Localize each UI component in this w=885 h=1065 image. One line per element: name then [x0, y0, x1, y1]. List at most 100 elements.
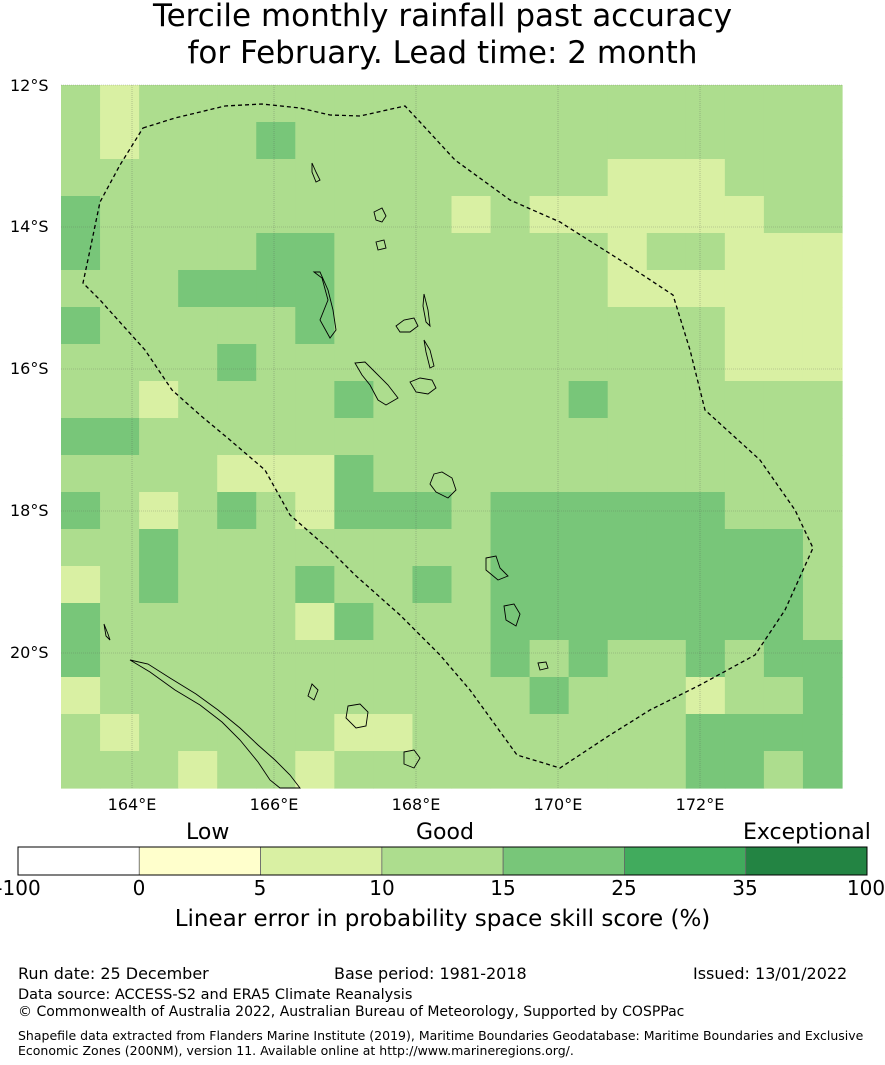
grid-cell: [217, 381, 257, 419]
grid-cell: [100, 603, 140, 641]
grid-cell: [451, 714, 492, 752]
grid-cell: [61, 307, 101, 345]
grid-cell: [646, 566, 687, 604]
grid-cell: [178, 122, 218, 160]
grid-cell: [178, 233, 218, 271]
chart-title-line2: for February. Lead time: 2 month: [187, 35, 698, 71]
island-walpole: [307, 683, 319, 701]
colorbar-tick: 0: [132, 876, 146, 900]
island-maewo: [423, 339, 435, 369]
grid-cell: [139, 714, 179, 752]
grid-cell: [412, 640, 453, 678]
grid-cell: [724, 233, 765, 271]
grid-cell: [607, 566, 648, 604]
grid-cell: [685, 122, 726, 160]
colorbar-frame: [17, 846, 868, 876]
grid-cell: [529, 344, 570, 382]
grid-cell: [490, 603, 531, 641]
grid-cell: [646, 233, 687, 271]
colorbar-tick: 100: [846, 876, 885, 900]
grid-cell: [295, 344, 335, 382]
grid-cell: [100, 196, 140, 234]
island-belep: [103, 623, 111, 641]
grid-cell: [451, 233, 492, 271]
grid-cell: [724, 492, 765, 530]
skill-grid: [61, 85, 843, 789]
grid-cell: [61, 529, 101, 567]
grid-cell: [295, 714, 335, 752]
island-efate: [409, 377, 437, 395]
colorbar-segment: [260, 846, 383, 876]
grid-cell: [451, 159, 492, 197]
island-tanna: [403, 749, 421, 769]
grid-cell: [451, 418, 492, 456]
grid-cell: [100, 640, 140, 678]
grid-cell: [217, 196, 257, 234]
grid-cell: [568, 233, 609, 271]
grid-cell: [373, 196, 414, 234]
grid-cell: [334, 233, 374, 271]
grid-cell: [529, 640, 570, 678]
island-pentecost: [422, 293, 431, 328]
grid-cell: [724, 566, 765, 604]
grid-cell: [451, 381, 492, 419]
grid-cell: [295, 233, 335, 271]
grid-cell: [178, 270, 218, 308]
grid-cell: [607, 640, 648, 678]
colorbar-segment: [745, 846, 868, 876]
grid-cell: [139, 566, 179, 604]
grid-cell: [295, 418, 335, 456]
island-ambae: [395, 317, 419, 333]
grid-cell: [295, 603, 335, 641]
grid-cell: [763, 751, 804, 789]
grid-cell: [100, 418, 140, 456]
grid-cell: [568, 455, 609, 493]
grid-cell: [178, 307, 218, 345]
grid-cell: [100, 566, 140, 604]
grid-cell: [724, 714, 765, 752]
grid-cell: [178, 566, 218, 604]
grid-cell: [139, 233, 179, 271]
grid-cell: [178, 603, 218, 641]
grid-cell: [802, 751, 843, 789]
grid-cell: [529, 566, 570, 604]
grid-cell: [178, 344, 218, 382]
grid-cell: [685, 529, 726, 567]
run-date: Run date: 25 December: [18, 964, 209, 983]
grid-cell: [334, 640, 374, 678]
eez-boundary: [82, 103, 814, 769]
grid-cell: [373, 381, 414, 419]
grid-cell: [295, 122, 335, 160]
grid-cell: [256, 381, 296, 419]
grid-cell: [568, 381, 609, 419]
grid-cell: [178, 751, 218, 789]
grid-cell: [685, 640, 726, 678]
grid-cell: [685, 196, 726, 234]
grid-cell: [685, 566, 726, 604]
shapefile-credit-line1: Shapefile data extracted from Flanders M…: [18, 1028, 864, 1043]
grid-cell: [724, 640, 765, 678]
grid-cell: [256, 418, 296, 456]
grid-cell: [100, 751, 140, 789]
grid-cell: [100, 85, 140, 123]
grid-cell: [217, 640, 257, 678]
grid-cell: [412, 418, 453, 456]
grid-cell: [100, 714, 140, 752]
grid-cell: [256, 677, 296, 715]
lon-label-168e: 168°E: [391, 795, 441, 814]
grid-cell: [490, 196, 531, 234]
lon-label-164e: 164°E: [107, 795, 157, 814]
grid-cell: [412, 492, 453, 530]
grid-cell: [256, 455, 296, 493]
grid-cell: [568, 714, 609, 752]
colorbar-label: Linear error in probability space skill …: [174, 906, 711, 932]
island-mare: [503, 603, 521, 627]
colorbar-tick: 5: [253, 876, 267, 900]
grid-cell: [763, 603, 804, 641]
grid-cell: [139, 751, 179, 789]
grid-cell: [295, 529, 335, 567]
grid-cell: [763, 418, 804, 456]
grid-cell: [802, 270, 843, 308]
grid-cell: [61, 677, 101, 715]
grid-cell: [490, 640, 531, 678]
